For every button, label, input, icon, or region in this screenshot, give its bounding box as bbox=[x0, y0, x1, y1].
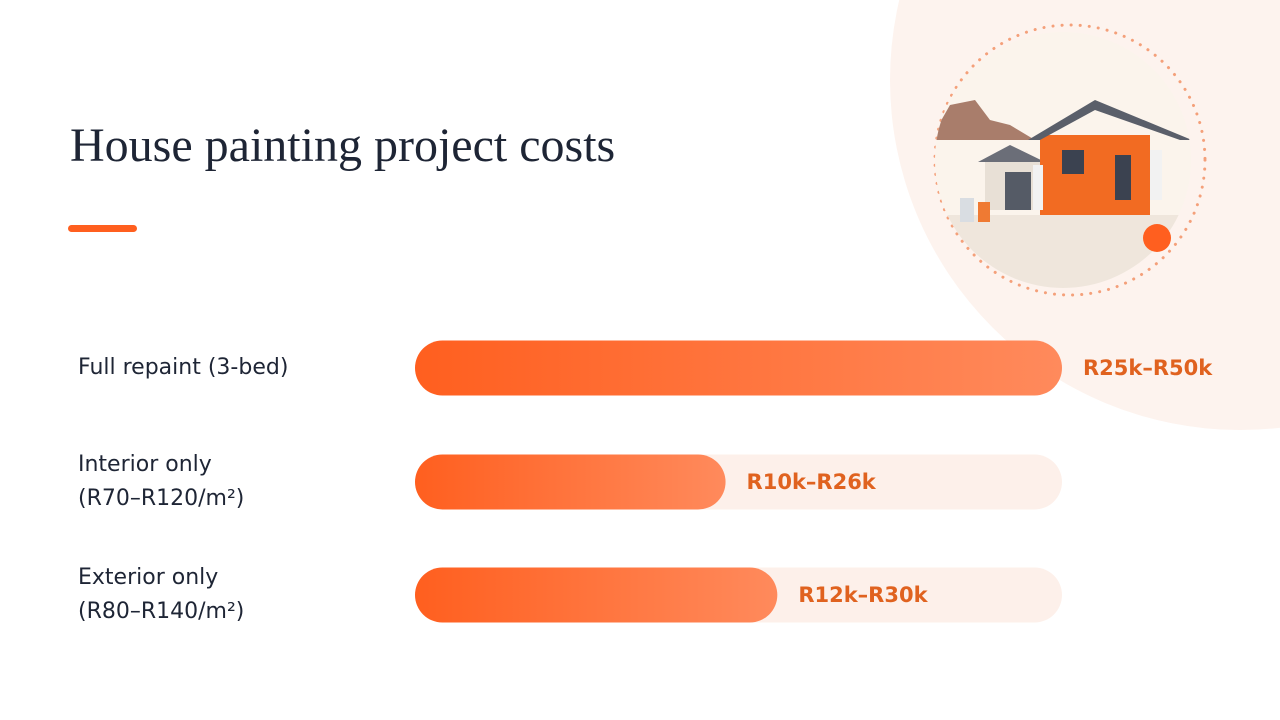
bar bbox=[415, 340, 1062, 396]
bar bbox=[415, 567, 778, 623]
category-label: Exterior only (R80–R140/m²) bbox=[78, 565, 245, 624]
bar bbox=[415, 454, 726, 510]
dotted-ring bbox=[933, 23, 1207, 297]
value-label: R25k–R50k bbox=[1083, 356, 1213, 380]
accent-dot bbox=[1143, 224, 1171, 252]
title-underline bbox=[68, 225, 137, 232]
chart-title: House painting project costs bbox=[70, 119, 615, 172]
value-label: R12k–R30k bbox=[798, 583, 928, 607]
category-label: Interior only (R70–R120/m²) bbox=[78, 452, 245, 511]
category-label: Full repaint (3-bed) bbox=[78, 355, 289, 380]
value-label: R10k–R26k bbox=[747, 470, 877, 494]
